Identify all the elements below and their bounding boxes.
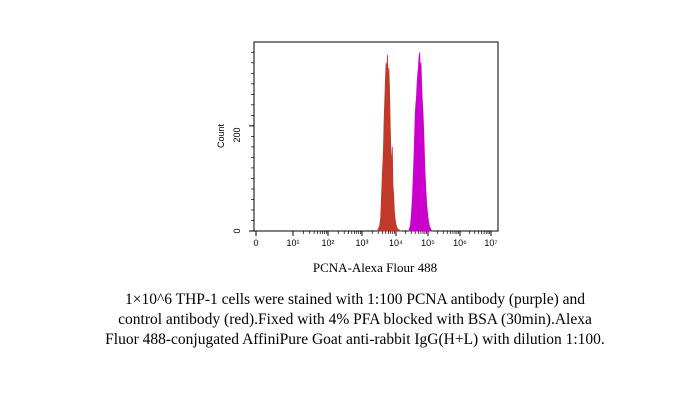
x-tick-label-5: 10⁵: [421, 238, 435, 248]
y-tick-label-200: 200: [232, 127, 242, 142]
figure-caption: 1×10^6 THP-1 cells were stained with 1:1…: [40, 290, 670, 350]
x-tick-label-3: 10³: [355, 238, 368, 248]
y-axis-label: Count: [216, 124, 226, 149]
x-tick-label-2: 10²: [321, 238, 334, 248]
x-tick-label-0: 0: [253, 238, 258, 248]
x-tick-label-4: 10⁴: [389, 238, 403, 248]
caption-line-3: Fluor 488-conjugated AffiniPure Goat ant…: [105, 331, 605, 348]
x-tick-label-6: 10⁶: [453, 238, 467, 248]
caption-line-2: control antibody (red).Fixed with 4% PFA…: [118, 311, 592, 328]
y-axis-ticks: [249, 51, 254, 232]
y-tick-label-0: 0: [232, 228, 242, 233]
x-tick-label-7: 10⁷: [484, 238, 497, 248]
histogram-series: [376, 52, 433, 232]
x-axis-label: PCNA-Alexa Flour 488: [312, 260, 438, 275]
x-tick-label-1: 10¹: [286, 238, 299, 248]
plot-frame: [253, 41, 499, 232]
histogram-area-series-0: [376, 54, 403, 232]
caption-line-1: 1×10^6 THP-1 cells were stained with 1:1…: [125, 291, 585, 308]
histogram-area-series-1: [408, 52, 433, 232]
x-axis-ticks: [255, 231, 492, 236]
histogram-chart: 0 200 Count 0 10¹ 10² 10³ 10⁴ 10⁵ 10⁶ 10…: [216, 41, 499, 248]
